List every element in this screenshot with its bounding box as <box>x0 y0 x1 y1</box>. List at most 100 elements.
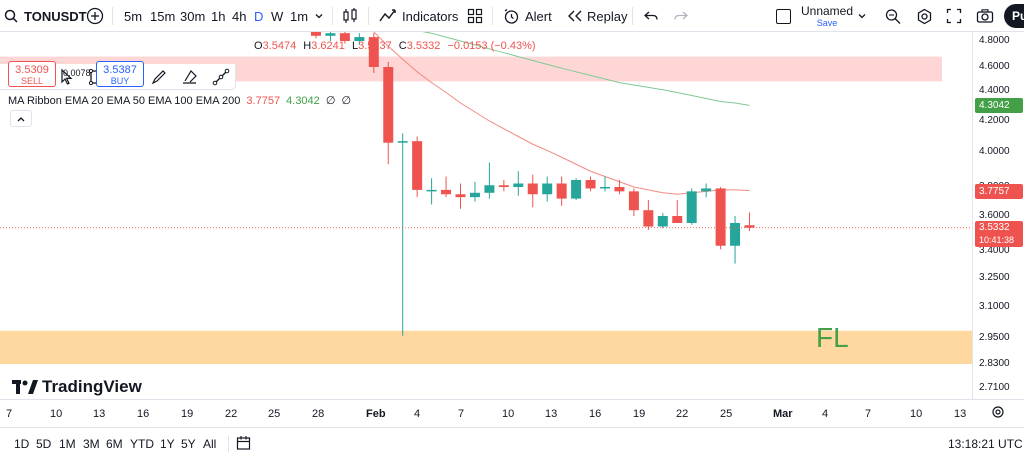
range-5y[interactable]: 5Y <box>181 437 196 451</box>
layouts-button[interactable] <box>467 0 483 32</box>
time-tick-label: 7 <box>6 408 13 420</box>
eraser-icon[interactable] <box>181 68 199 86</box>
last-price-value: 3.5332 <box>979 221 1010 233</box>
range-3m[interactable]: 3M <box>83 437 100 451</box>
candle-body <box>484 185 495 193</box>
timeframe-w[interactable]: W <box>271 8 284 24</box>
candle-body <box>744 225 755 228</box>
redo-button[interactable] <box>674 0 688 32</box>
price-tick-label: 3.4000 <box>979 245 1010 256</box>
timeframe-4h[interactable]: 4h <box>232 8 247 24</box>
clock[interactable]: 13:18:21 UTC <box>948 437 1023 451</box>
calendar-icon <box>236 436 251 450</box>
candles-icon <box>343 8 357 23</box>
timeframe-15m[interactable]: 15m <box>150 8 176 24</box>
fl-annotation[interactable]: FL <box>816 322 849 353</box>
chart-pane[interactable] <box>0 32 972 399</box>
candle-body <box>556 183 567 199</box>
undo-icon <box>644 11 658 20</box>
candle-body <box>686 191 697 223</box>
timeframe-5m[interactable]: 5m <box>124 8 143 24</box>
time-tick-label: 7 <box>458 408 465 420</box>
checkbox-square-icon <box>776 8 791 24</box>
ema20-price-label: 3.7757 <box>975 183 1023 199</box>
range-ytd[interactable]: YTD <box>130 437 154 451</box>
camera-icon <box>976 9 994 23</box>
price-tick-label: 4.0000 <box>979 146 1010 157</box>
symbol-search[interactable]: TONUSDT <box>4 0 87 32</box>
timeframe-d[interactable]: D <box>254 8 264 24</box>
snapshot-button[interactable] <box>976 0 994 32</box>
time-tick-label: 10 <box>50 408 63 420</box>
replay-button[interactable]: Replay <box>567 0 627 32</box>
time-tick-label: 10 <box>910 408 923 420</box>
ema20-value: 3.7757 <box>246 95 281 107</box>
timeframe-dropdown[interactable] <box>314 0 324 32</box>
candle-body <box>628 191 639 211</box>
price-tick-label: 2.9500 <box>979 332 1010 343</box>
axis-settings-button[interactable] <box>991 405 1005 422</box>
layout-name[interactable]: Unnamed Save <box>800 0 854 32</box>
tradingview-logo[interactable]: TradingView <box>12 377 142 397</box>
sell-button[interactable]: 3.5309 SELL <box>8 61 56 87</box>
divider <box>492 7 493 25</box>
price-tick-label: 3.6000 <box>979 210 1010 221</box>
timeframe-30m[interactable]: 30m <box>180 8 206 24</box>
high-label: H <box>303 40 312 52</box>
ma-ribbon-legend[interactable]: MA Ribbon EMA 20 EMA 50 EMA 100 EMA 200 … <box>8 94 351 107</box>
time-tick-label: 13 <box>545 408 558 420</box>
indicators-button[interactable]: Indicators <box>379 0 458 32</box>
ma-ribbon-label: MA Ribbon EMA 20 EMA 50 EMA 100 EMA 200 <box>8 95 241 107</box>
settings-button[interactable] <box>916 0 933 32</box>
candle-body <box>701 188 712 192</box>
chart-type-button[interactable] <box>342 0 358 32</box>
layout-name-label: Unnamed <box>800 3 854 18</box>
alert-button[interactable]: Alert <box>503 0 552 32</box>
measure-icon[interactable] <box>212 68 230 86</box>
time-axis[interactable]: 7 10 13 16 19 22 25 28 Feb 4 7 10 13 16 19 22 25 Mar 4 7 10 1… <box>0 399 1024 427</box>
gear-icon <box>992 406 1004 418</box>
range-6m[interactable]: 6M <box>106 437 123 451</box>
layout-checkbox[interactable] <box>776 0 791 32</box>
candle-body <box>657 216 668 227</box>
search-icon <box>4 9 18 23</box>
chevron-up-icon <box>17 116 25 121</box>
brush-icon[interactable] <box>150 68 168 86</box>
price-tick-label: 2.7100 <box>979 382 1010 393</box>
candle-body <box>527 183 538 195</box>
bar-countdown: 10:41:38 <box>979 234 1015 245</box>
ohlc-legend: O3.5474 H3.6241 L3.5137 C3.5332 −0.0153 … <box>254 40 536 52</box>
undo-button[interactable] <box>644 0 658 32</box>
range-1y[interactable]: 1Y <box>160 437 175 451</box>
range-1m[interactable]: 1M <box>59 437 76 451</box>
timeframe-1h[interactable]: 1h <box>211 8 226 24</box>
time-tick-label: 22 <box>676 408 689 420</box>
time-tick-label: 10 <box>502 408 515 420</box>
candle-body <box>469 192 480 198</box>
timeframe-1m[interactable]: 1m <box>290 8 309 24</box>
range-5d[interactable]: 5D <box>36 437 52 451</box>
publish-button[interactable]: Pu <box>1004 4 1024 28</box>
divider <box>332 7 333 25</box>
time-tick-label: 16 <box>137 408 150 420</box>
range-1d[interactable]: 1D <box>14 437 30 451</box>
cursor-arrow-icon[interactable] <box>58 68 76 86</box>
low-value: 3.5137 <box>358 40 392 52</box>
candle-body <box>730 223 741 246</box>
compare-button[interactable] <box>86 0 104 32</box>
fullscreen-button[interactable] <box>946 0 962 32</box>
time-tick-label: 13 <box>954 408 967 420</box>
quick-search-button[interactable] <box>884 0 902 32</box>
ema200-value: ∅ <box>341 95 352 107</box>
open-label: O <box>254 40 263 52</box>
layout-dropdown[interactable] <box>857 0 867 32</box>
goto-date-button[interactable] <box>236 435 252 454</box>
ema-lines <box>373 32 750 195</box>
spread-value: 0.0078 <box>63 68 91 78</box>
collapse-legend-button[interactable] <box>10 110 32 127</box>
range-all[interactable]: All <box>203 437 217 451</box>
price-axis[interactable]: 4.80004.60004.40004.20004.00003.80003.60… <box>972 32 1024 399</box>
time-month-label: Feb <box>366 408 386 420</box>
redo-icon <box>674 11 688 20</box>
buy-button[interactable]: 3.5387 BUY <box>96 61 144 87</box>
